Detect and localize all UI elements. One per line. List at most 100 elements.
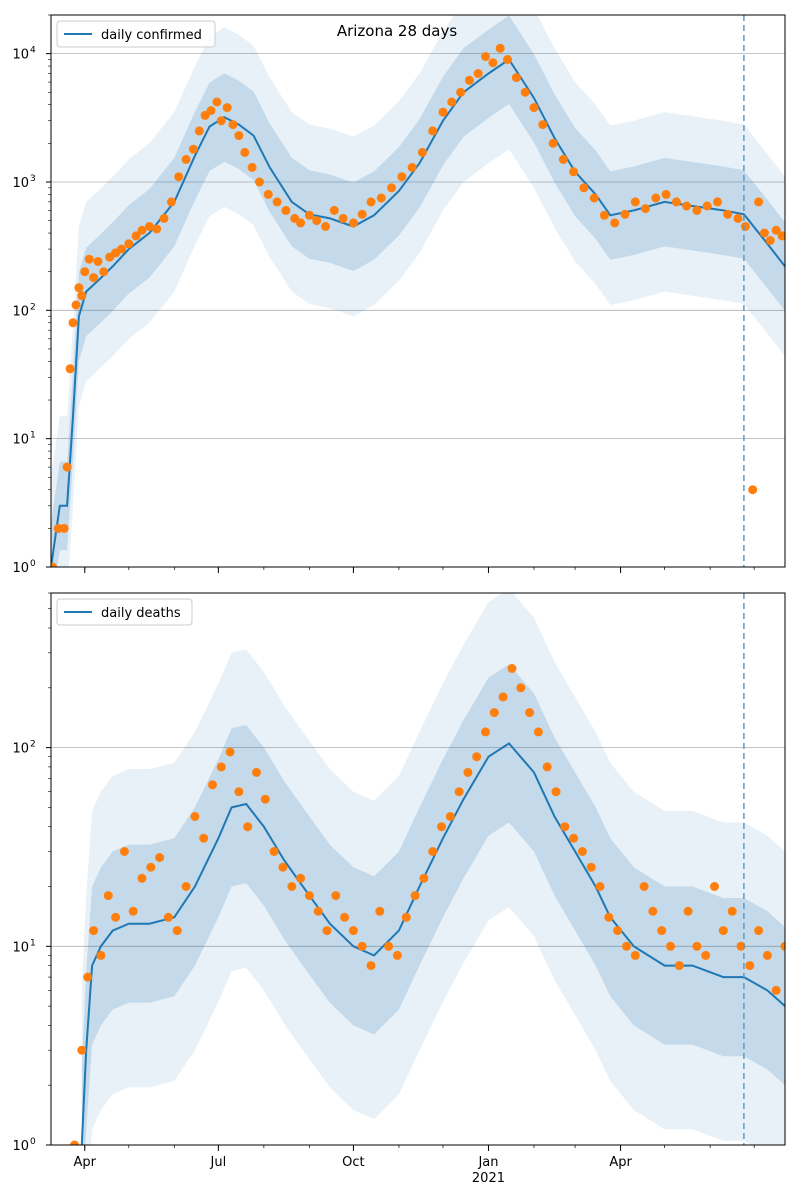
deaths-band-inner	[81, 664, 785, 1145]
deaths-data-point	[780, 941, 785, 951]
confirmed-data-point	[62, 462, 72, 472]
deaths-y-tick-exponent: 1	[30, 938, 36, 948]
confirmed-data-point	[222, 103, 232, 113]
confirmed-legend-label: daily confirmed	[101, 28, 202, 43]
deaths-data-point	[128, 906, 138, 916]
confirmed-data-point	[438, 107, 448, 117]
confirmed-data-point	[651, 193, 661, 203]
confirmed-band-inner	[51, 15, 785, 567]
confirmed-data-point	[71, 300, 81, 310]
confirmed-data-point	[255, 177, 264, 187]
deaths-y-tick-label: 10	[12, 940, 29, 955]
confirmed-y-tick-label: 10	[12, 561, 29, 576]
deaths-data-point	[392, 950, 402, 960]
x-tick-label: Jan	[477, 1155, 498, 1170]
deaths-data-point	[718, 926, 728, 936]
deaths-data-point	[577, 847, 587, 856]
deaths-data-point	[234, 787, 244, 797]
deaths-data-point	[481, 727, 490, 737]
deaths-data-point	[119, 847, 129, 856]
confirmed-data-point	[397, 172, 407, 182]
chart-title: Arizona 28 days	[337, 22, 458, 40]
deaths-data-point	[103, 891, 113, 901]
deaths-data-point	[331, 891, 341, 901]
deaths-band-outer	[81, 593, 785, 1145]
confirmed-data-point	[131, 231, 141, 241]
confirmed-data-point	[589, 193, 599, 203]
deaths-data-point	[137, 873, 147, 883]
confirmed-data-point	[117, 244, 126, 254]
deaths-data-point	[516, 683, 526, 693]
deaths-data-point	[560, 822, 570, 832]
deaths-y-tick-label: 10	[12, 742, 29, 757]
confirmed-data-point	[417, 147, 427, 157]
confirmed-data-point	[77, 291, 87, 301]
confirmed-data-point	[234, 131, 244, 141]
confirmed-data-point	[713, 197, 722, 207]
deaths-data-point	[96, 950, 106, 960]
deaths-data-point	[613, 926, 623, 936]
confirmed-data-point	[124, 239, 134, 249]
deaths-data-point	[199, 833, 209, 843]
deaths-data-point	[89, 926, 99, 936]
deaths-data-point	[401, 912, 411, 922]
confirmed-data-point	[765, 236, 775, 245]
deaths-data-point	[701, 950, 711, 960]
confirmed-data-point	[228, 120, 238, 130]
confirmed-y-tick-exponent: 4	[30, 46, 36, 56]
deaths-data-point	[366, 961, 376, 971]
deaths-data-point	[437, 822, 446, 832]
deaths-data-point	[428, 847, 438, 856]
confirmed-data-point	[357, 209, 367, 219]
deaths-data-point	[252, 767, 261, 777]
deaths-data-point	[692, 941, 702, 951]
deaths-data-point	[348, 926, 358, 936]
deaths-data-point	[754, 926, 764, 936]
deaths-legend-box	[56, 598, 193, 626]
confirmed-y-tick-label: 10	[12, 433, 29, 448]
confirmed-data-point	[723, 209, 733, 219]
confirmed-data-point	[558, 154, 568, 164]
confirmed-data-point	[93, 257, 103, 266]
confirmed-data-point	[464, 75, 474, 85]
deaths-uncertainty-bands	[81, 593, 785, 1145]
confirmed-y-tick-exponent: 3	[30, 174, 36, 184]
confirmed-data-point	[59, 523, 69, 533]
confirmed-data-point	[481, 52, 490, 61]
confirmed-data-point	[488, 58, 498, 68]
confirmed-data-point	[548, 138, 558, 148]
deaths-data-point	[771, 985, 781, 995]
confirmed-y-tick-label: 10	[12, 48, 29, 63]
x-tick-label: Apr	[609, 1155, 632, 1170]
confirmed-data-point	[529, 103, 539, 113]
deaths-data-point	[296, 873, 306, 883]
deaths-data-point	[375, 906, 385, 916]
deaths-data-point	[657, 926, 667, 936]
deaths-data-point	[551, 787, 561, 797]
deaths-y-tick-exponent: 2	[30, 740, 36, 750]
confirmed-y-tick-exponent: 0	[30, 559, 36, 569]
confirmed-data-point	[188, 144, 198, 154]
confirmed-data-point	[281, 205, 291, 215]
confirmed-data-point	[174, 172, 184, 182]
confirmed-data-point	[366, 197, 376, 207]
confirmed-data-point	[759, 228, 769, 238]
deaths-data-point	[208, 780, 217, 790]
confirmed-data-point	[348, 218, 358, 228]
deaths-data-point	[586, 862, 596, 872]
confirmed-data-point	[304, 210, 314, 220]
deaths-data-point	[304, 891, 314, 901]
deaths-data-point	[384, 941, 394, 951]
confirmed-legend: daily confirmed	[56, 20, 216, 48]
confirmed-data-point	[620, 209, 630, 219]
deaths-data-point	[111, 912, 121, 922]
deaths-data-point	[604, 912, 614, 922]
confirmed-data-point	[777, 231, 785, 241]
deaths-data-point	[507, 664, 517, 673]
confirmed-observed-points	[51, 43, 785, 567]
deaths-data-point	[83, 972, 93, 982]
confirmed-data-point	[144, 222, 154, 231]
x-tick-label: Jul	[210, 1155, 227, 1170]
